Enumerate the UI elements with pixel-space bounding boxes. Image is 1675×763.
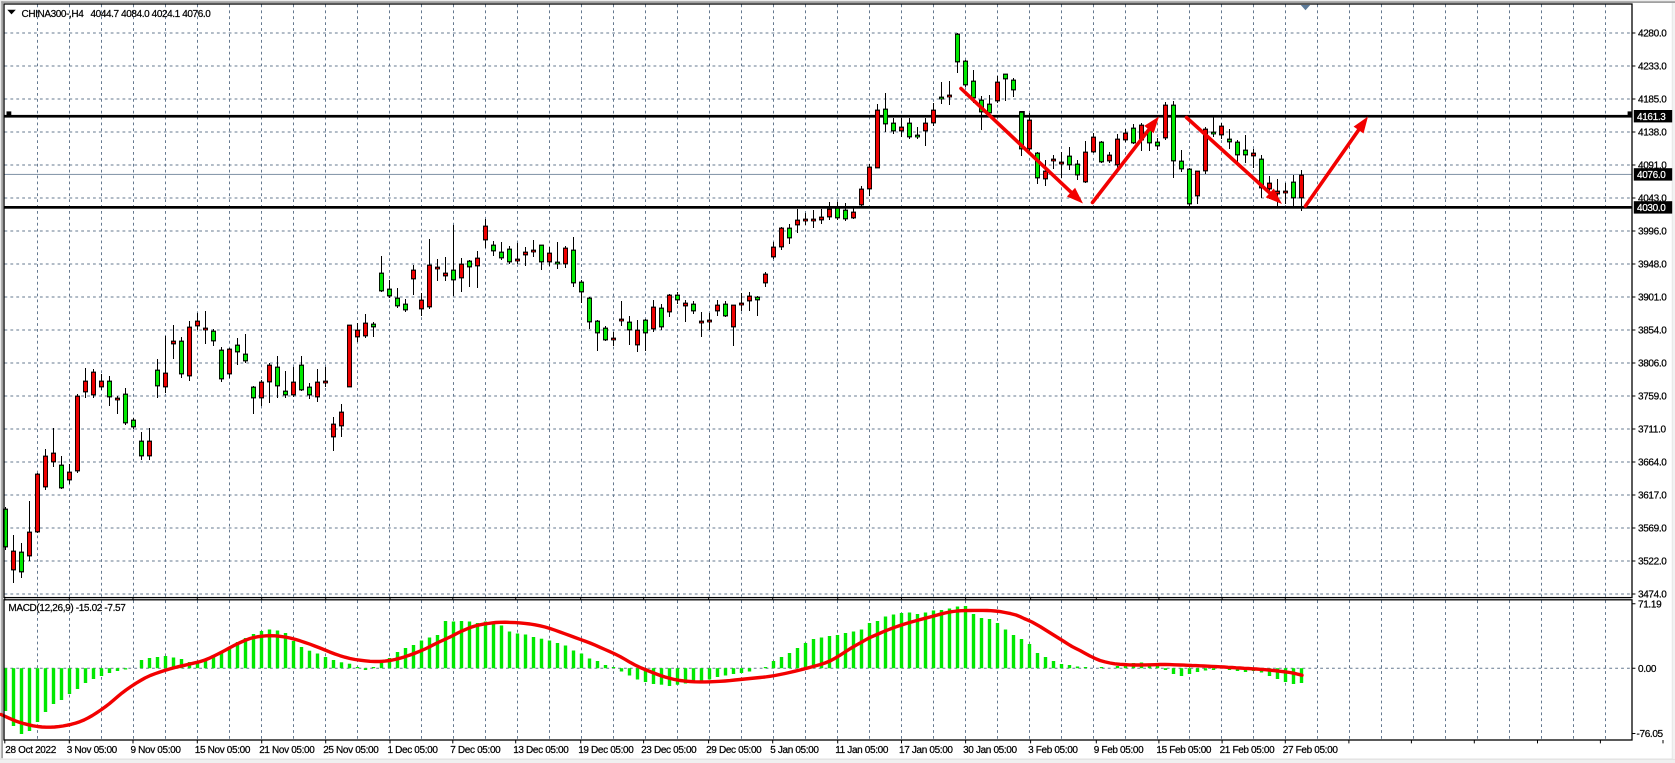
svg-text:23 Dec 05:00: 23 Dec 05:00 [641, 745, 697, 756]
svg-text:3806.0: 3806.0 [1638, 359, 1667, 370]
svg-text:27 Feb 05:00: 27 Feb 05:00 [1283, 745, 1339, 756]
svg-text:4091.0: 4091.0 [1638, 161, 1667, 172]
svg-text:4185.0: 4185.0 [1638, 95, 1667, 106]
svg-text:1 Dec 05:00: 1 Dec 05:00 [388, 745, 439, 756]
svg-text:9 Nov 05:00: 9 Nov 05:00 [131, 745, 182, 756]
svg-text:13 Dec 05:00: 13 Dec 05:00 [513, 745, 569, 756]
svg-text:3901.0: 3901.0 [1638, 293, 1667, 304]
svg-text:3569.0: 3569.0 [1638, 524, 1667, 535]
svg-text:3 Feb 05:00: 3 Feb 05:00 [1028, 745, 1078, 756]
svg-text:4161.3: 4161.3 [1637, 112, 1666, 123]
svg-text:MACD(12,26,9) -15.02 -7.57: MACD(12,26,9) -15.02 -7.57 [8, 603, 126, 614]
svg-text:3759.0: 3759.0 [1638, 392, 1667, 403]
svg-text:5 Jan 05:00: 5 Jan 05:00 [770, 745, 819, 756]
svg-text:-76.05: -76.05 [1637, 729, 1664, 740]
svg-text:3474.0: 3474.0 [1638, 590, 1667, 601]
svg-text:28 Oct 2022: 28 Oct 2022 [5, 745, 56, 756]
svg-text:30 Jan 05:00: 30 Jan 05:00 [963, 745, 1017, 756]
svg-text:19 Dec 05:00: 19 Dec 05:00 [578, 745, 634, 756]
svg-text:3854.0: 3854.0 [1638, 326, 1667, 337]
svg-text:3664.0: 3664.0 [1638, 458, 1667, 469]
svg-text:3996.0: 3996.0 [1638, 227, 1667, 238]
svg-text:3948.0: 3948.0 [1638, 260, 1667, 271]
svg-text:3522.0: 3522.0 [1638, 557, 1667, 568]
svg-text:29 Dec 05:00: 29 Dec 05:00 [706, 745, 762, 756]
svg-text:3617.0: 3617.0 [1638, 491, 1667, 502]
svg-text:4233.0: 4233.0 [1638, 62, 1667, 73]
svg-text:4280.0: 4280.0 [1638, 29, 1667, 40]
svg-text:9 Feb 05:00: 9 Feb 05:00 [1094, 745, 1144, 756]
svg-text:4076.0: 4076.0 [1637, 170, 1666, 181]
svg-text:25 Nov 05:00: 25 Nov 05:00 [323, 745, 379, 756]
svg-text:11 Jan 05:00: 11 Jan 05:00 [835, 745, 889, 756]
svg-text:3 Nov 05:00: 3 Nov 05:00 [67, 745, 118, 756]
svg-text:71.19: 71.19 [1638, 599, 1662, 610]
svg-text:17 Jan 05:00: 17 Jan 05:00 [899, 745, 953, 756]
svg-text:4030.0: 4030.0 [1637, 203, 1666, 214]
svg-text:21 Nov 05:00: 21 Nov 05:00 [259, 745, 315, 756]
svg-text:0.00: 0.00 [1638, 664, 1657, 675]
svg-text:15 Feb 05:00: 15 Feb 05:00 [1156, 745, 1212, 756]
svg-text:CHINA300-,H4 4044.7 4084.0 4: CHINA300-,H4 4044.7 4084.0 4024.1 4076.0 [22, 9, 212, 20]
svg-text:7 Dec 05:00: 7 Dec 05:00 [450, 745, 501, 756]
svg-text:4138.0: 4138.0 [1638, 128, 1667, 139]
svg-text:21 Feb 05:00: 21 Feb 05:00 [1220, 745, 1276, 756]
svg-text:15 Nov 05:00: 15 Nov 05:00 [195, 745, 251, 756]
svg-text:3711.0: 3711.0 [1638, 425, 1667, 436]
svg-text:4043.0: 4043.0 [1638, 194, 1667, 205]
